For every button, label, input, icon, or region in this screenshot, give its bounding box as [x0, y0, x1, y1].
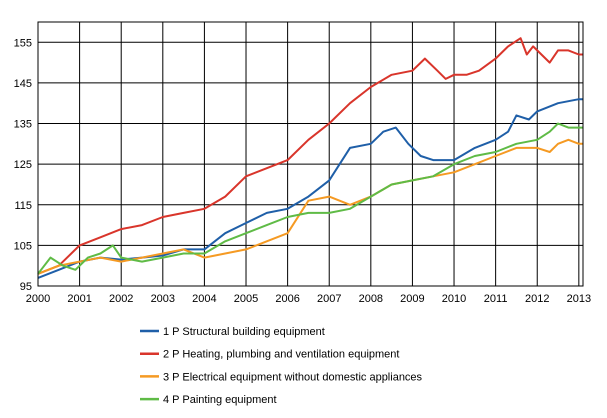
y-tick-label: 115	[14, 200, 32, 212]
x-tick-label: 2005	[234, 293, 258, 305]
x-tick-label: 2008	[359, 293, 383, 305]
series-line-4	[37, 122, 583, 275]
x-tick-label: 2011	[484, 293, 508, 305]
series-line-1	[37, 98, 583, 279]
x-tick-label: 2004	[192, 293, 216, 305]
x-tick-label: 2000	[26, 293, 50, 305]
legend-label-4: 4 P Painting equipment	[163, 394, 277, 406]
x-axis-ticks: 2000 2001 2002 2003 2004 2005 2006 2007 2008 2009…	[26, 293, 591, 305]
legend-label-1: 1 P Structural building equipment	[163, 326, 325, 338]
legend-label-2: 2 P Heating, plumbing and ventilation eq…	[163, 349, 399, 361]
y-axis-ticks: 95 105 115 125 135 145 155	[14, 37, 32, 293]
y-tick-label: 95	[20, 281, 32, 293]
y-tick-label: 105	[14, 240, 32, 252]
x-tick-label: 2006	[275, 293, 299, 305]
gridlines	[37, 22, 583, 287]
series-layer	[37, 37, 583, 279]
y-tick-label: 145	[14, 78, 32, 90]
x-tick-label: 2009	[400, 293, 424, 305]
x-tick-label: 2013	[567, 293, 591, 305]
legend: 1 P Structural building equipment 2 P Hea…	[140, 326, 423, 406]
y-tick-label: 125	[14, 159, 32, 171]
series-line-2	[37, 37, 583, 275]
series-line-3	[37, 138, 583, 275]
y-tick-label: 155	[14, 37, 32, 49]
y-tick-label: 135	[14, 119, 32, 131]
x-tick-label: 2002	[109, 293, 133, 305]
x-tick-label: 2010	[442, 293, 466, 305]
plot-frame	[37, 21, 584, 287]
x-tick-label: 2003	[151, 293, 175, 305]
x-tick-label: 2012	[525, 293, 549, 305]
x-tick-label: 2001	[67, 293, 91, 305]
legend-label-3: 3 P Electrical equipment without domesti…	[163, 371, 423, 383]
x-tick-label: 2007	[317, 293, 341, 305]
